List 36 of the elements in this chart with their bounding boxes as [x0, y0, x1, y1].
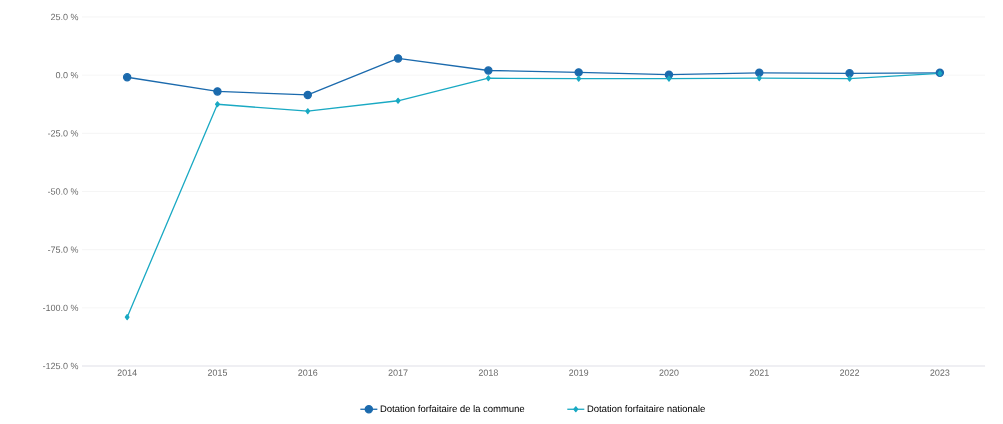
point: [756, 75, 762, 82]
point: [305, 108, 311, 115]
point: [215, 101, 220, 108]
x-tick-label: 2022: [840, 369, 860, 376]
point: [574, 68, 583, 77]
y-tick-label: -75.0 %: [47, 246, 79, 253]
point: [576, 75, 582, 82]
point: [847, 75, 853, 82]
x-tick-label: 2023: [930, 369, 950, 376]
y-tick-label: -25.0 %: [47, 130, 79, 137]
y-tick-label: -50.0 %: [47, 188, 79, 195]
point: [755, 68, 764, 78]
point: [303, 90, 312, 100]
point: [124, 314, 130, 321]
point: [485, 75, 491, 82]
legend-label: Dotation forfaitaire nationale: [587, 405, 705, 413]
x-tick-label: 2021: [749, 369, 769, 376]
x-tick-label: 2014: [117, 369, 137, 376]
legend-label: Dotation forfaitaire de la commune: [380, 405, 525, 413]
x-tick-label: 2016: [298, 369, 318, 376]
y-tick-label: 0.0 %: [55, 71, 79, 79]
point: [213, 87, 222, 96]
y-tick-label: 25.0 %: [51, 13, 79, 21]
point: [666, 75, 672, 82]
point: [484, 66, 493, 75]
x-tick-label: 2019: [569, 369, 589, 376]
x-tick-label: 2015: [207, 369, 228, 376]
point: [845, 69, 854, 78]
x-tick-label: 2020: [659, 369, 679, 376]
y-tick-label: -125.0 %: [43, 362, 79, 370]
point: [393, 54, 403, 63]
y-tick-label: -100.0 %: [43, 304, 79, 312]
x-tick-label: 2018: [478, 369, 498, 376]
point: [122, 73, 132, 82]
point: [395, 97, 401, 104]
x-tick-label: 2017: [388, 369, 408, 376]
